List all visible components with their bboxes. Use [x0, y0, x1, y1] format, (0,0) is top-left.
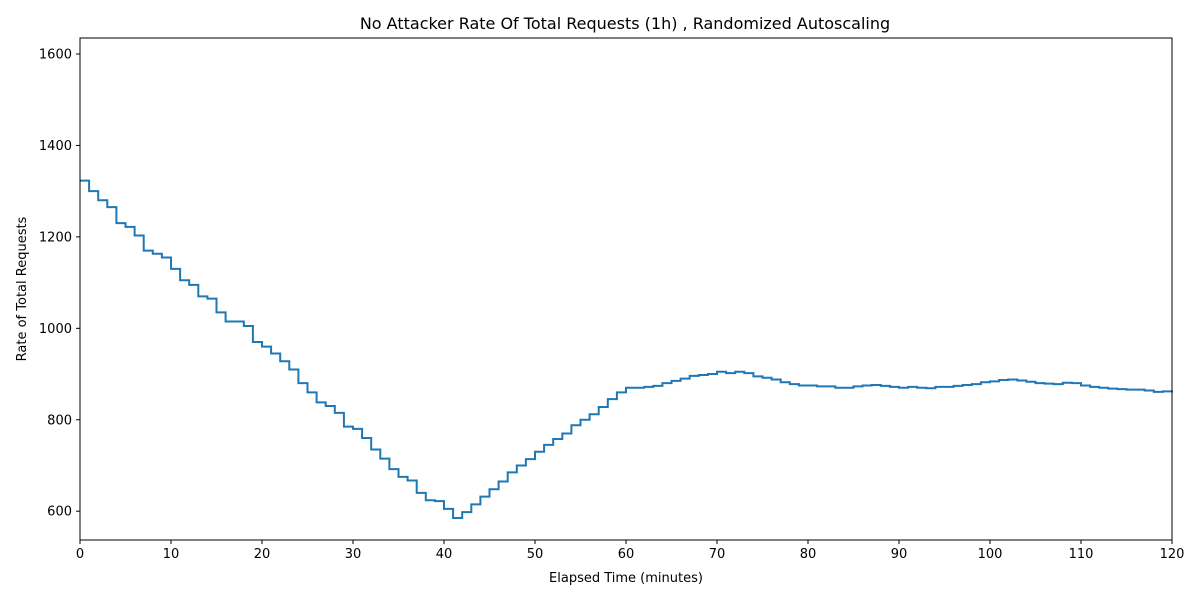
y-axis: 600 800 1000 1200 1400 1600 — [39, 48, 80, 520]
x-tick-label: 50 — [527, 547, 544, 562]
x-tick-label: 80 — [800, 547, 817, 562]
x-axis-label: Elapsed Time (minutes) — [549, 571, 703, 586]
x-tick-label: 10 — [163, 547, 180, 562]
y-tick-label: 800 — [47, 413, 72, 428]
x-tick-label: 110 — [1069, 547, 1094, 562]
x-tick-label: 120 — [1160, 547, 1185, 562]
plot-frame — [79, 37, 1173, 541]
x-axis: 0 10 20 30 40 50 60 70 80 90 100 110 120 — [76, 540, 1185, 562]
y-tick-label: 600 — [47, 505, 72, 520]
x-tick-label: 90 — [891, 547, 908, 562]
x-tick-label: 20 — [254, 547, 271, 562]
x-tick-label: 30 — [345, 547, 362, 562]
y-tick-label: 1000 — [39, 322, 72, 337]
x-tick-label: 40 — [436, 547, 453, 562]
y-tick-label: 1600 — [39, 48, 72, 63]
y-tick-label: 1400 — [39, 139, 72, 154]
x-tick-label: 60 — [618, 547, 635, 562]
x-tick-label: 70 — [709, 547, 726, 562]
y-tick-label: 1200 — [39, 230, 72, 245]
x-tick-label: 100 — [978, 547, 1003, 562]
chart-title: No Attacker Rate Of Total Requests (1h) … — [360, 14, 890, 33]
y-axis-label: Rate of Total Requests — [15, 216, 30, 361]
series-line — [80, 179, 1173, 520]
plot-area — [80, 179, 1173, 520]
x-tick-label: 0 — [76, 547, 84, 562]
